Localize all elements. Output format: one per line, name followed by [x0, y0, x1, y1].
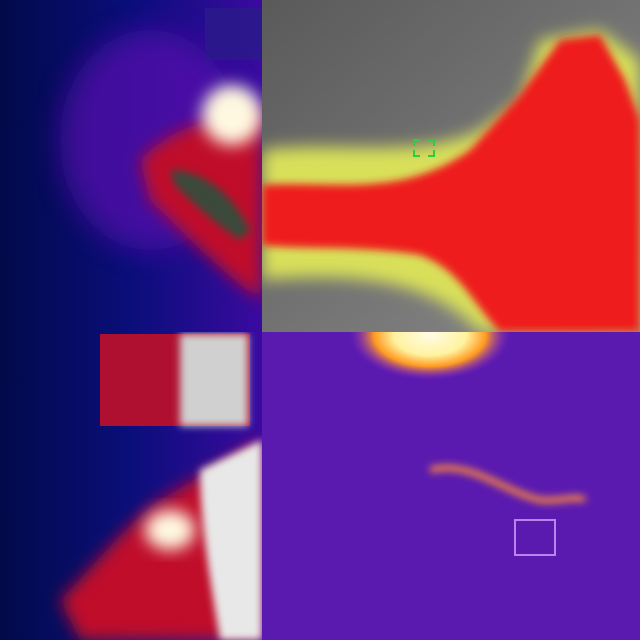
- inset-hot: [180, 334, 248, 426]
- hot-spot: [145, 510, 195, 550]
- panel-top-right: [262, 0, 640, 332]
- panel-bottom-right: [262, 332, 640, 640]
- focus-marker: [413, 139, 435, 157]
- debris-outline: [514, 519, 556, 556]
- inset: [205, 8, 262, 60]
- background: [262, 332, 640, 640]
- plume: [262, 35, 640, 332]
- bright-source: [350, 332, 510, 380]
- warm-streak: [429, 465, 587, 504]
- hot-spot: [202, 85, 262, 145]
- hot-region: [200, 440, 262, 640]
- panel-top-left: [0, 0, 262, 332]
- panel-bottom-left: [0, 332, 262, 640]
- dark-core: [170, 170, 250, 240]
